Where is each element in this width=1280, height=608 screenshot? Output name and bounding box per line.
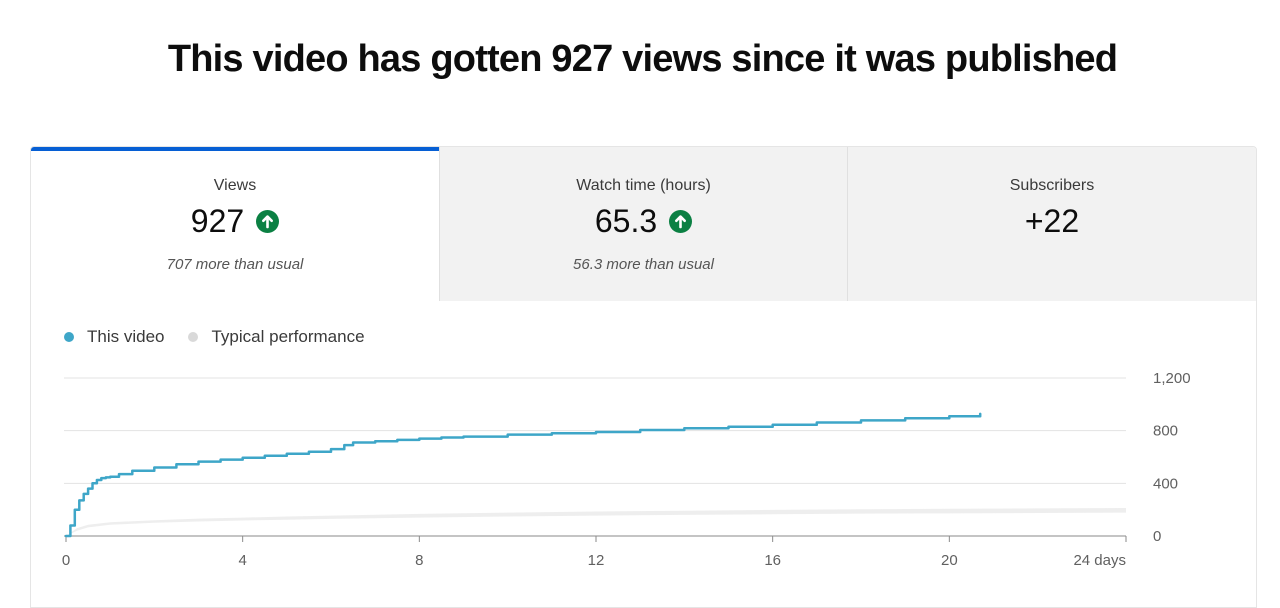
tab-watch-time-label: Watch time (hours) [576, 177, 711, 194]
series-typical-performance-band [66, 508, 1126, 536]
tab-views[interactable]: Views 927 707 more than usual [31, 147, 439, 301]
tab-views-note: 707 more than usual [166, 256, 304, 273]
tab-subscribers[interactable]: Subscribers +22 [848, 147, 1256, 301]
legend-label-this-video: This video [87, 327, 165, 346]
arrow-up-circle-icon [256, 210, 280, 233]
tab-watch-time[interactable]: Watch time (hours) 65.3 56.3 more than u… [439, 147, 848, 301]
tab-watch-time-note: 56.3 more than usual [573, 256, 714, 273]
x-tick-label: 4 [238, 552, 246, 569]
y-tick-label: 400 [1153, 475, 1178, 492]
legend-item-this-video[interactable]: This video [64, 327, 164, 347]
legend-dot-this-video [64, 332, 74, 342]
tab-views-value: 927 [190, 203, 245, 239]
legend-label-typical: Typical performance [211, 327, 365, 346]
tab-subscribers-label: Subscribers [1009, 177, 1095, 194]
tab-watch-time-value: 65.3 [594, 203, 658, 239]
x-tick-label: 16 [764, 552, 781, 569]
metric-tabs: Views 927 707 more than usual Watch time… [31, 147, 1256, 301]
analytics-card: Views 927 707 more than usual Watch time… [30, 146, 1257, 608]
chart-legend: This video Typical performance [64, 327, 389, 347]
y-tick-label: 0 [1153, 528, 1161, 545]
page-title: This video has gotten 927 views since it… [167, 38, 1118, 80]
selected-tab-indicator [31, 147, 439, 151]
views-chart: 0 400 800 1,200 0 4 8 12 16 20 24 days [62, 370, 1191, 569]
x-tick-label: 24 days [1073, 552, 1126, 569]
x-tick-label: 8 [415, 552, 423, 569]
x-tick-label: 12 [588, 552, 605, 569]
y-tick-label: 1,200 [1153, 370, 1191, 387]
tab-divider [847, 147, 848, 301]
tab-views-label: Views [213, 177, 257, 194]
tab-divider [439, 147, 440, 301]
legend-item-typical[interactable]: Typical performance [188, 327, 365, 347]
legend-dot-typical [188, 332, 199, 342]
arrow-up-circle-icon [669, 210, 693, 233]
y-tick-label: 800 [1153, 423, 1178, 440]
tab-subscribers-value: +22 [1024, 203, 1080, 239]
series-this-video-line [64, 412, 982, 538]
x-tick-label: 0 [62, 552, 70, 569]
x-tick-label: 20 [941, 552, 958, 569]
